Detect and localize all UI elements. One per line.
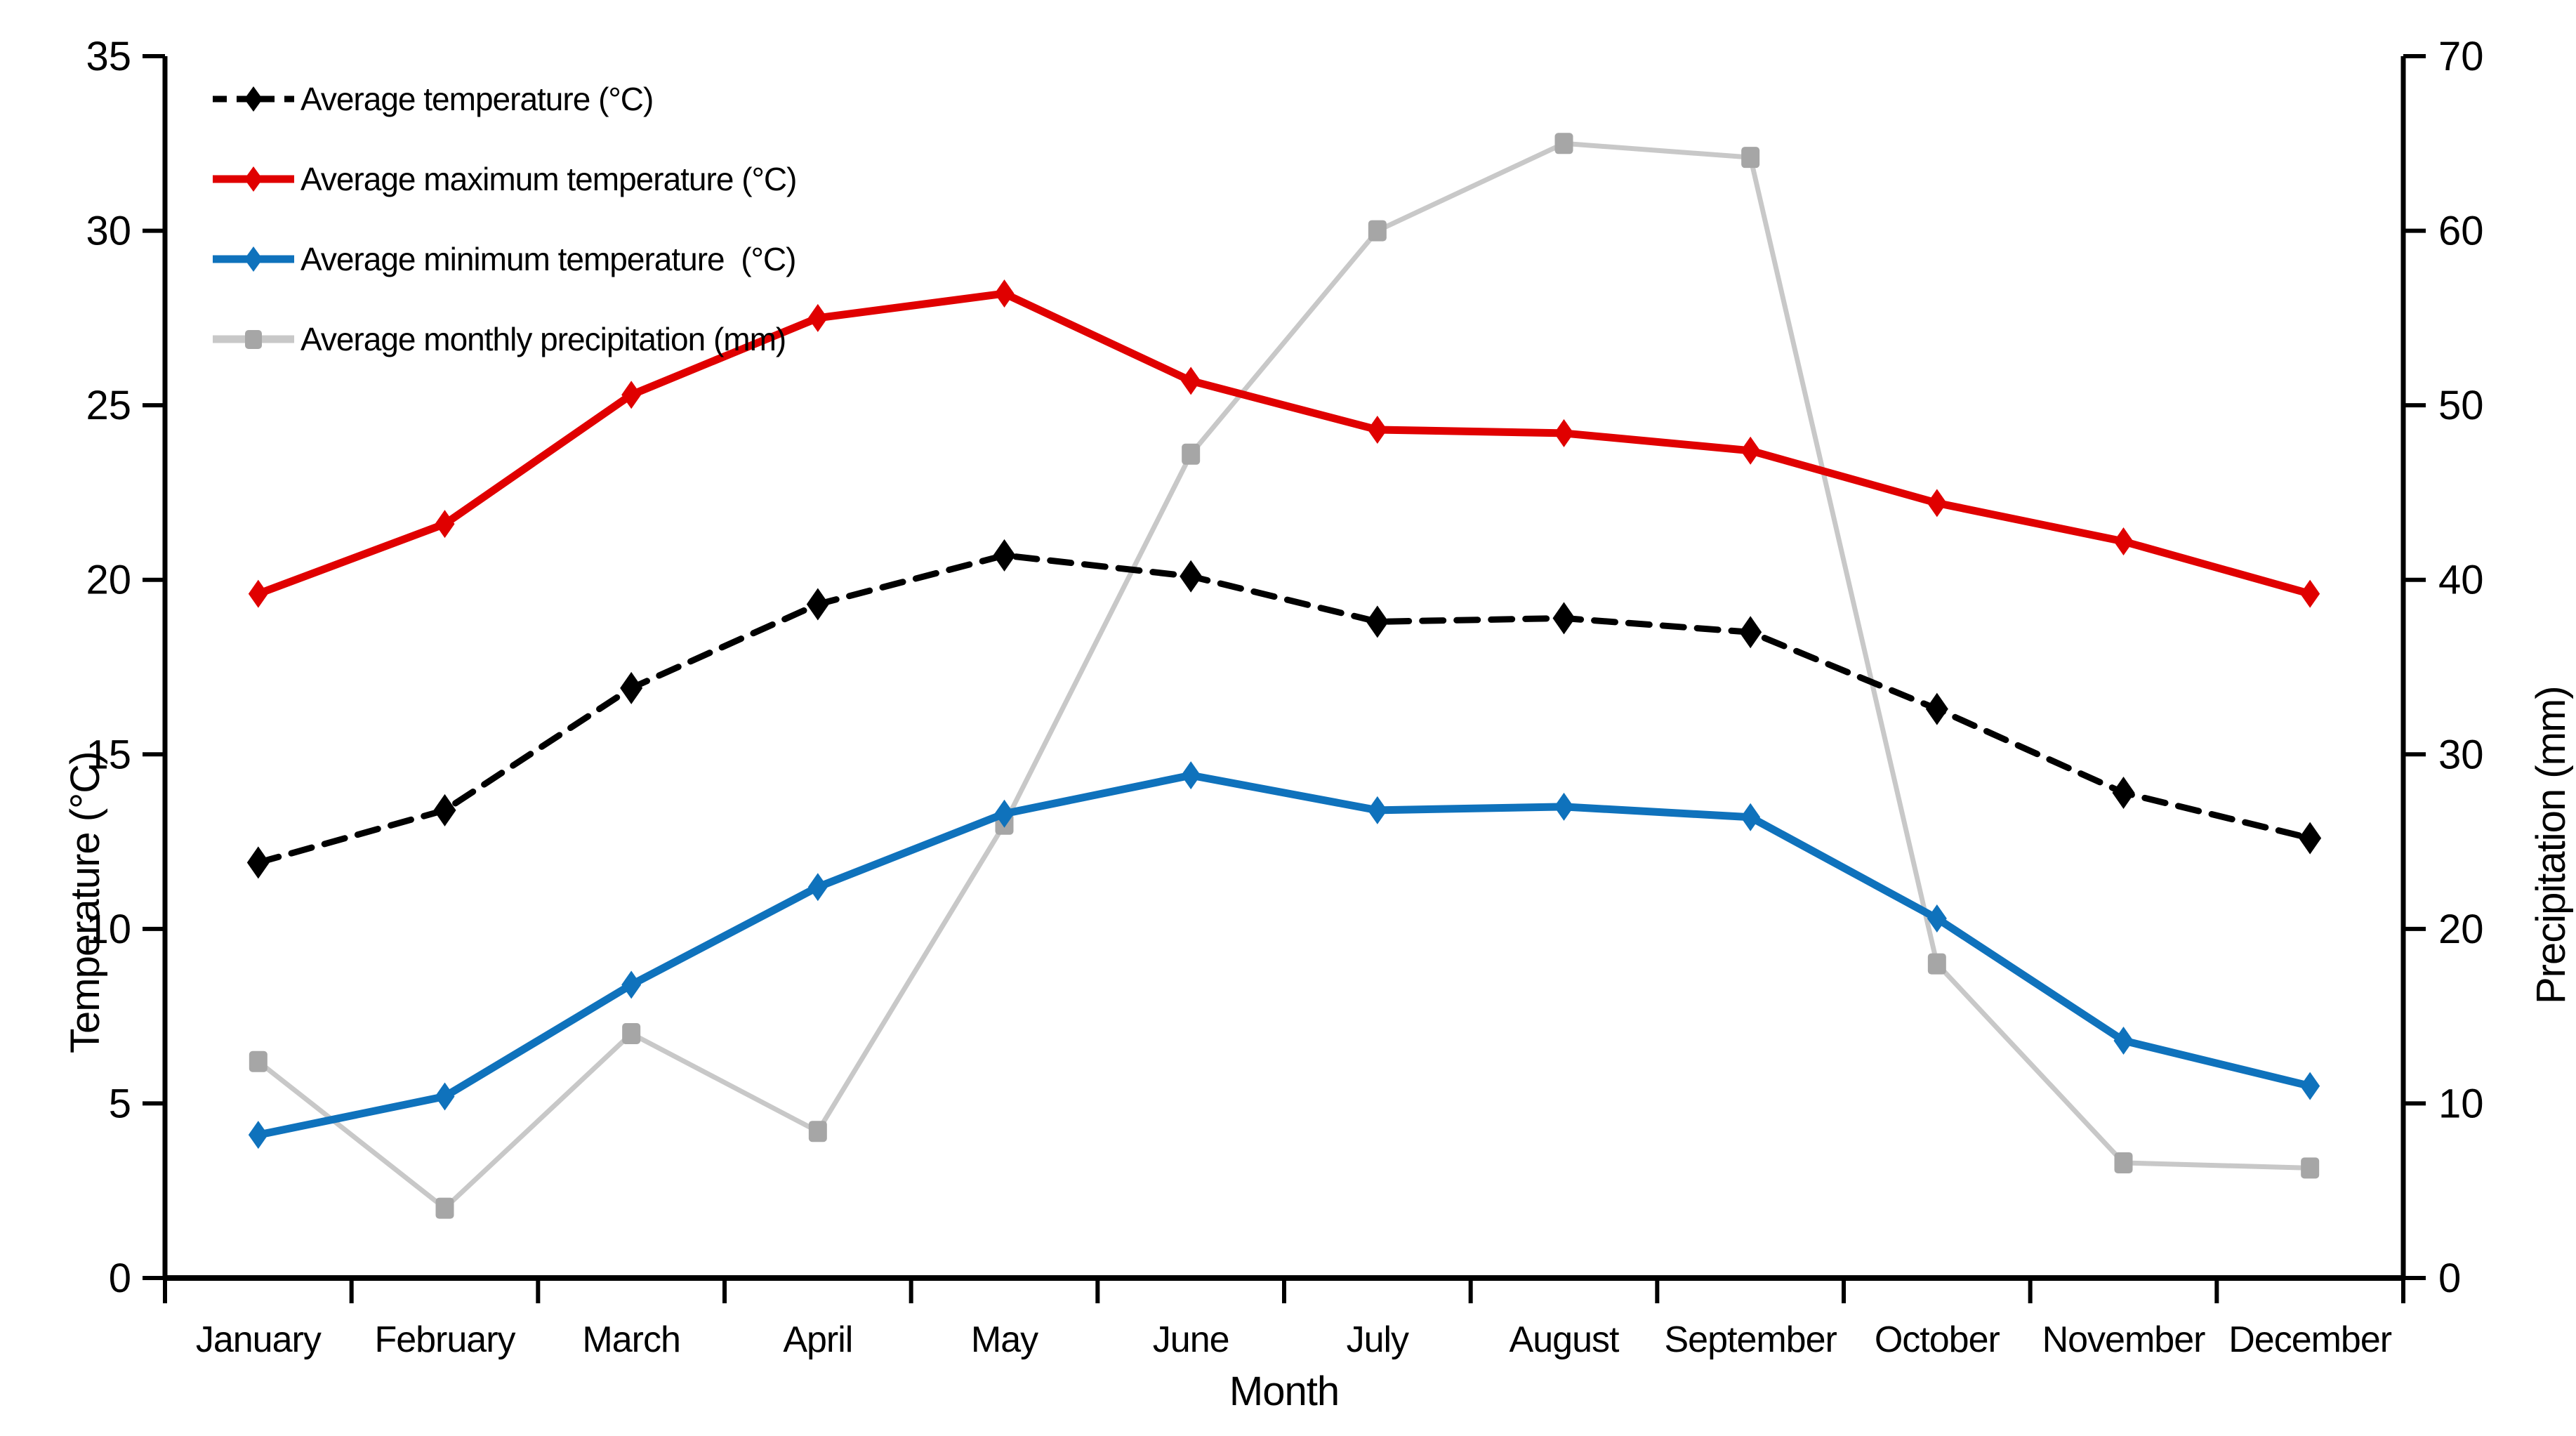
data-point-square: [1182, 443, 1201, 465]
data-point-diamond: [1180, 560, 1203, 593]
data-point-square: [1368, 220, 1387, 242]
data-point-diamond: [1927, 489, 1947, 518]
data-point-diamond: [620, 671, 643, 704]
x-tick-label: August: [1510, 1319, 1620, 1360]
data-point-diamond: [807, 303, 828, 332]
y-left-tick-label: 35: [86, 34, 131, 79]
legend-label-average-minimum-temperature: Average minimum temperature (°C): [300, 241, 796, 277]
solid-line-square-marker-icon: [213, 330, 294, 349]
data-point-diamond: [1366, 605, 1389, 638]
series-line-1: [254, 289, 2314, 598]
data-point-diamond: [1367, 415, 1387, 444]
y-left-tick-label: 5: [109, 1081, 131, 1126]
data-point-diamond: [248, 579, 268, 608]
data-point-diamond: [248, 1121, 268, 1150]
data-point-diamond: [1181, 367, 1201, 395]
x-tick-label: April: [783, 1319, 852, 1360]
y-right-tick-label: 50: [2438, 383, 2484, 428]
x-tick-label: February: [374, 1319, 515, 1360]
y-right-tick-label: 30: [2438, 732, 2484, 777]
data-point-diamond: [1552, 602, 1576, 635]
data-point-diamond: [1554, 792, 1574, 821]
solid-line-diamond-marker-icon: [213, 166, 294, 192]
series-line-3: [256, 140, 2313, 1211]
y-right-tick-label: 70: [2438, 34, 2484, 79]
data-point-diamond: [1925, 692, 1948, 725]
data-point-diamond: [246, 846, 270, 879]
data-point-diamond: [993, 539, 1016, 572]
y-axis-title-precipitation: Precipitation (mm): [2528, 686, 2574, 1004]
legend-label-average-maximum-temperature: Average maximum temperature (°C): [300, 161, 797, 197]
x-axis-title-month: Month: [1229, 1369, 1340, 1414]
data-point-square: [1741, 147, 1760, 169]
data-point-diamond: [994, 279, 1015, 308]
data-point-square: [435, 1197, 454, 1219]
y-left-tick-label: 10: [86, 907, 131, 952]
legend-label-average-monthly-precipitation: Average monthly precipitation (mm): [300, 321, 786, 357]
series-line-0: [255, 552, 2313, 866]
data-point-square: [2114, 1152, 2133, 1173]
data-point-square: [1927, 953, 1946, 975]
data-point-diamond: [621, 381, 642, 409]
y-right-tick-label: 60: [2438, 209, 2484, 254]
data-point-diamond: [621, 970, 642, 999]
y-right-tick-label: 10: [2438, 1081, 2484, 1126]
y-left-tick-label: 25: [86, 383, 131, 428]
data-point-diamond: [1739, 616, 1762, 649]
data-point-diamond: [2113, 527, 2134, 556]
x-tick-label: October: [1875, 1319, 2000, 1360]
chart-legend: Average temperature (°C) Average maximum…: [211, 59, 797, 379]
x-tick-label: November: [2042, 1319, 2206, 1360]
x-tick-label: July: [1347, 1319, 1409, 1360]
x-tick-label: March: [582, 1319, 680, 1360]
data-point-diamond: [807, 873, 828, 902]
legend-item-average-minimum-temperature: Average minimum temperature (°C): [211, 219, 796, 299]
y-right-tick-label: 40: [2438, 558, 2484, 603]
data-point-diamond: [2112, 776, 2135, 809]
data-point-diamond: [1181, 761, 1201, 790]
data-point-square: [2301, 1157, 2320, 1179]
data-point-diamond: [2300, 1072, 2320, 1100]
data-point-diamond: [435, 1082, 455, 1111]
series-line-2: [254, 771, 2314, 1139]
data-point-diamond: [2113, 1026, 2134, 1055]
solid-line-diamond-marker-icon: [213, 246, 294, 272]
y-right-tick-label: 0: [2438, 1256, 2461, 1301]
x-tick-label: December: [2228, 1319, 2392, 1360]
x-tick-label: January: [196, 1319, 322, 1360]
legend-item-average-monthly-precipitation: Average monthly precipitation (mm): [211, 299, 796, 379]
data-point-diamond: [2299, 822, 2322, 855]
data-point-diamond: [433, 793, 456, 826]
data-point-diamond: [1927, 904, 1947, 933]
x-tick-label: June: [1153, 1319, 1229, 1360]
data-point-diamond: [1554, 419, 1574, 447]
data-point-diamond: [994, 799, 1015, 828]
legend-item-average-temperature: Average temperature (°C): [211, 59, 796, 139]
y-right-tick-label: 20: [2438, 907, 2484, 952]
data-point-square: [1554, 133, 1573, 154]
data-point-square: [622, 1023, 641, 1044]
dashed-line-diamond-marker-icon: [213, 86, 294, 112]
x-tick-label: September: [1664, 1319, 1837, 1360]
y-left-tick-label: 30: [86, 209, 131, 254]
data-point-square: [808, 1121, 827, 1142]
data-point-diamond: [1741, 436, 1761, 465]
data-point-square: [249, 1050, 267, 1072]
data-point-diamond: [806, 588, 829, 621]
data-point-diamond: [1741, 803, 1761, 831]
y-left-tick-label: 20: [86, 558, 131, 603]
data-point-diamond: [435, 510, 455, 539]
data-point-diamond: [2300, 579, 2320, 608]
legend-label-average-temperature: Average temperature (°C): [300, 81, 654, 117]
y-left-tick-label: 15: [86, 732, 131, 777]
legend-item-average-maximum-temperature: Average maximum temperature (°C): [211, 139, 797, 219]
data-point-diamond: [1367, 796, 1387, 824]
x-tick-label: May: [971, 1319, 1038, 1360]
y-left-tick-label: 0: [109, 1256, 131, 1301]
y-axis-title-temperature: Temperature (°C): [62, 751, 108, 1053]
